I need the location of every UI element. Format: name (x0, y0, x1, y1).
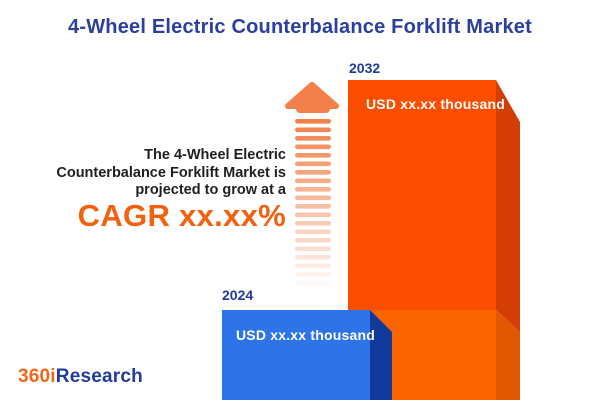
bar-label-2032: 2032 (349, 60, 381, 76)
bar-2032-front (348, 80, 496, 310)
annotation-line: projected to grow at a (135, 182, 286, 198)
bar-2032-side (496, 80, 520, 332)
logo-prefix: 360i (18, 366, 56, 387)
arrow-dashes (295, 119, 331, 286)
growth-arrow-icon (285, 82, 339, 286)
bar-2024-front (222, 310, 370, 400)
arrow-stem (296, 98, 330, 113)
page-title: 4-Wheel Electric Counterbalance Forklift… (68, 16, 532, 38)
bar-2032-lower-side (496, 310, 520, 400)
bar-value-2024: USD xx.xx thousand (236, 327, 375, 343)
growth-annotation: The 4-Wheel Electric Counterbalance Fork… (10, 147, 286, 233)
bar-label-2024: 2024 (222, 287, 254, 303)
annotation-line: The 4-Wheel Electric (144, 147, 286, 163)
bar-2024-side (370, 310, 392, 400)
bar-value-2032: USD xx.xx thousand (366, 96, 505, 112)
brand-logo: 360iResearch (18, 366, 143, 388)
cagr-text: CAGR xx.xx% (77, 197, 286, 233)
annotation-line: Counterbalance Forklift Market is (56, 164, 286, 181)
logo-suffix: Research (55, 366, 143, 387)
